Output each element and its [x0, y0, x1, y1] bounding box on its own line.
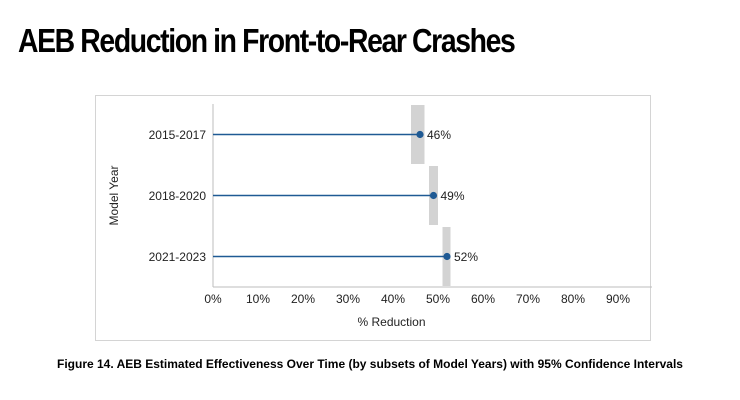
y-tick-label: 2018-2020: [149, 189, 207, 203]
x-tick-label: 90%: [606, 292, 630, 306]
x-tick-label: 80%: [561, 292, 585, 306]
x-tick-label: 40%: [381, 292, 405, 306]
x-tick-label: 30%: [336, 292, 360, 306]
data-point: [416, 130, 424, 139]
x-tick-label: 60%: [471, 292, 495, 306]
x-axis-title: % Reduction: [357, 315, 425, 329]
data-point: [443, 252, 451, 261]
data-label: 52%: [454, 250, 478, 264]
chart-frame: 46% 2015-2017 49% 2018-2020 52% 2021-2023 0% 10…: [95, 95, 652, 341]
x-tick-label: 20%: [291, 292, 315, 306]
x-tick-label: 70%: [516, 292, 540, 306]
x-tick-label: 10%: [246, 292, 270, 306]
y-tick-label: 2015-2017: [149, 128, 207, 142]
y-tick-label: 2021-2023: [149, 250, 207, 264]
y-axis-title: Model Year: [107, 165, 121, 225]
chart-svg: 46% 2015-2017 49% 2018-2020 52% 2021-2023 0% 10…: [107, 104, 652, 329]
figure-caption: Figure 14. AEB Estimated Effectiveness O…: [57, 357, 683, 371]
data-label: 49%: [441, 189, 465, 203]
data-label: 46%: [427, 128, 451, 142]
x-tick-label: 0%: [204, 292, 222, 306]
page-title: AEB Reduction in Front-to-Rear Crashes: [18, 22, 516, 59]
x-tick-label: 50%: [426, 292, 450, 306]
data-point: [429, 191, 438, 200]
